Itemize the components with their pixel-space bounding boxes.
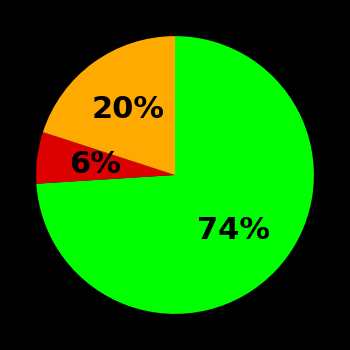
Wedge shape [36, 132, 175, 184]
Text: 74%: 74% [197, 216, 270, 245]
Wedge shape [36, 36, 314, 314]
Text: 20%: 20% [91, 95, 164, 124]
Wedge shape [43, 36, 175, 175]
Text: 6%: 6% [69, 150, 121, 180]
